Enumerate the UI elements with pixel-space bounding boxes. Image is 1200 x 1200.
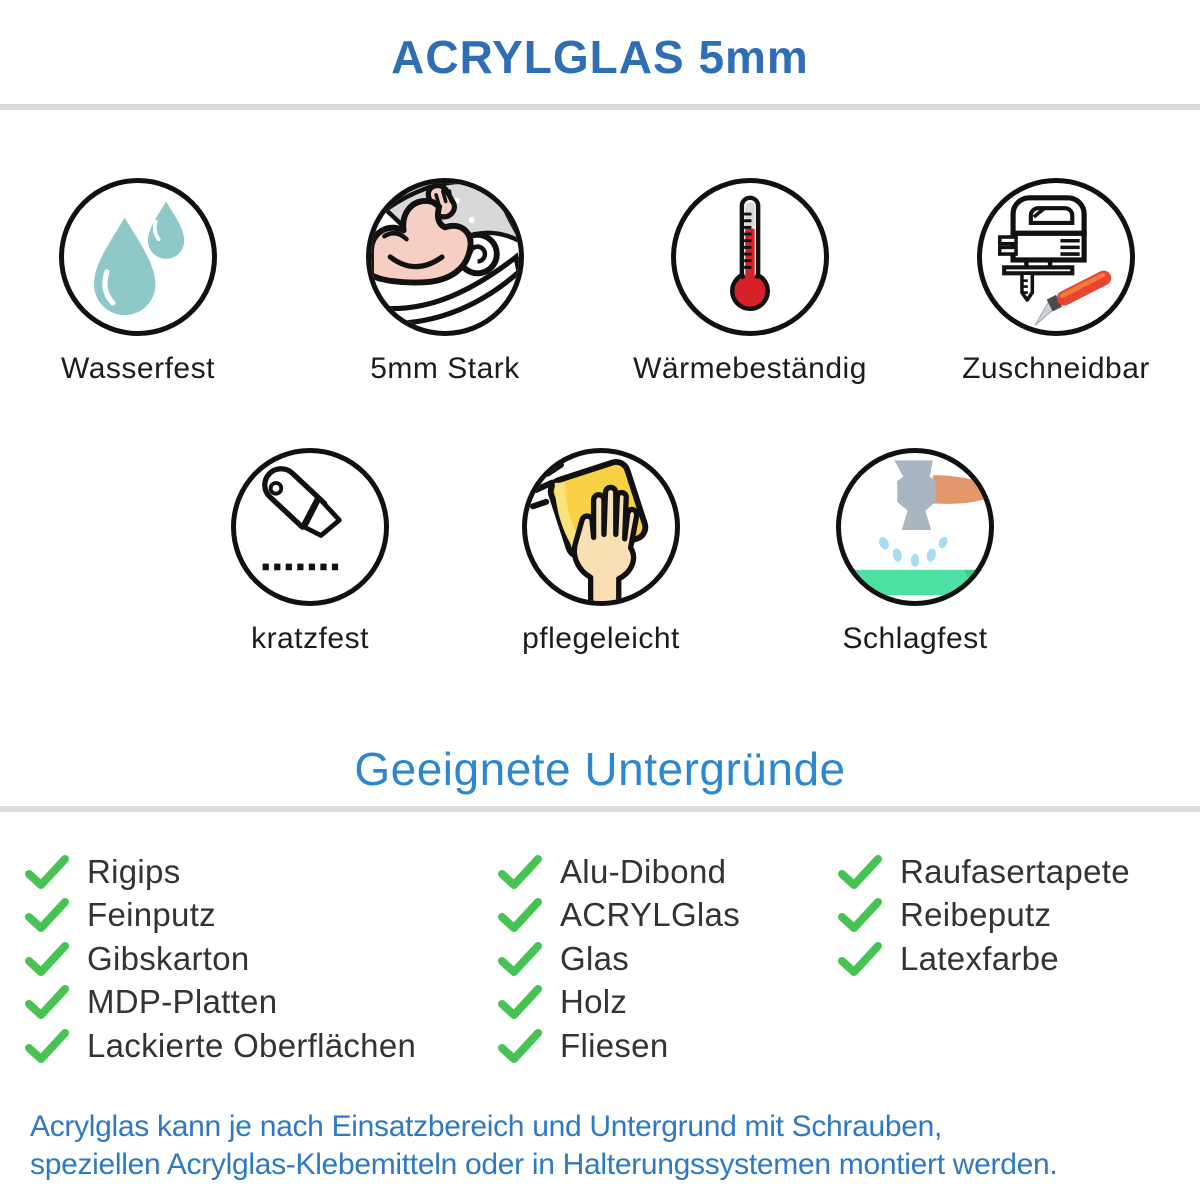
list-item-label: Glas [560,939,630,977]
check-icon [25,985,69,1020]
list-item: Holz [498,981,740,1025]
check-icon [838,898,882,933]
substrates-column-2: Alu-Dibond ACRYLGlas Glas Holz Fliesen [498,850,740,1068]
feature-zuschneidbar: Zuschneidbar [906,178,1200,386]
check-icon [498,898,542,933]
check-icon [498,985,542,1020]
check-icon [25,941,69,976]
hammer-impact-icon [836,448,994,606]
feature-5mm-stark: 5mm Stark [295,178,595,386]
list-item-label: ACRYLGlas [560,896,740,934]
list-item-label: Alu-Dibond [560,852,727,890]
list-item-label: Holz [560,983,628,1021]
list-item: Raufasertapete [838,850,1130,894]
utility-knife-icon [231,448,389,606]
list-item-label: Raufasertapete [900,852,1130,890]
page-title: ACRYLGLAS 5mm [391,31,809,83]
list-item: Lackierte Oberflächen [25,1024,416,1068]
water-drops-icon [59,178,217,336]
list-item-label: MDP-Platten [87,983,278,1021]
list-item-label: Fliesen [560,1026,669,1064]
feature-kratzfest: kratzfest [160,448,460,656]
list-item-label: Rigips [87,852,181,890]
list-item: Alu-Dibond [498,850,740,894]
divider-top [0,104,1200,110]
list-item-label: Gibskarton [87,939,250,977]
list-item-label: Latexfarbe [900,939,1059,977]
check-icon [498,1028,542,1063]
list-item-label: Lackierte Oberflächen [87,1026,417,1064]
divider-substrates [0,806,1200,812]
check-icon [25,854,69,889]
check-icon [838,854,882,889]
check-icon [25,898,69,933]
mounting-note: Acrylglas kann je nach Einsatzbereich un… [30,1108,1190,1184]
feature-pflegeleicht: pflegeleicht [451,448,751,656]
muscle-arm-icon [366,178,524,336]
jigsaw-cutter-icon [977,178,1135,336]
list-item: Gibskarton [25,937,416,981]
list-item: Fliesen [498,1024,740,1068]
thermometer-icon [671,178,829,336]
check-icon [498,941,542,976]
list-item: MDP-Platten [25,981,416,1025]
list-item: ACRYLGlas [498,894,740,938]
list-item: Reibeputz [838,894,1130,938]
check-icon [25,1028,69,1063]
check-icon [498,854,542,889]
substrates-column-1: Rigips Feinputz Gibskarton MDP-Platten L… [25,850,416,1068]
substrates-column-3: Raufasertapete Reibeputz Latexfarbe [838,850,1130,981]
feature-schlagfest: Schlagfest [765,448,1065,656]
feature-label: pflegeleicht [522,622,680,655]
list-item-label: Reibeputz [900,896,1052,934]
feature-label: Schlagfest [842,622,988,655]
list-item: Feinputz [25,894,416,938]
cleaning-hand-icon [522,448,680,606]
feature-label: Wasserfest [61,352,215,385]
check-icon [838,941,882,976]
mounting-note-line-1: Acrylglas kann je nach Einsatzbereich un… [30,1110,943,1143]
list-item: Rigips [25,850,416,894]
feature-label: Zuschneidbar [962,352,1150,385]
feature-wasserfest: Wasserfest [0,178,288,386]
substrates-heading: Geeignete Untergründe [354,743,846,795]
feature-label: 5mm Stark [370,352,520,385]
feature-label: kratzfest [251,622,369,655]
feature-waermebestaendig: Wärmebeständig [600,178,900,386]
list-item: Glas [498,937,740,981]
list-item-label: Feinputz [87,896,216,934]
list-item: Latexfarbe [838,937,1130,981]
mounting-note-line-2: speziellen Acrylglas-Klebemitteln oder i… [30,1148,1058,1181]
feature-label: Wärmebeständig [633,352,867,385]
